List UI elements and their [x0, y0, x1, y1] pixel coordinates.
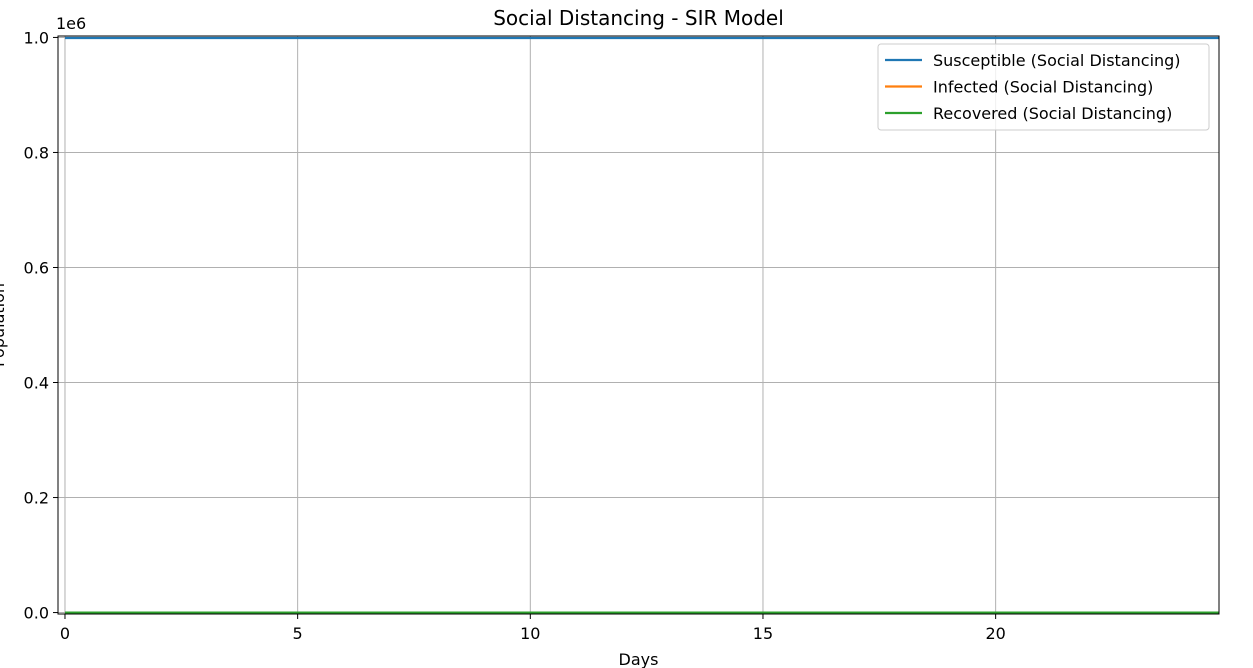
x-tick-label: 0 [60, 624, 70, 643]
y-tick-label: 1.0 [24, 28, 49, 47]
x-tick-label: 15 [753, 624, 773, 643]
y-offset-text: 1e6 [56, 14, 86, 33]
series-lines [64, 36, 1219, 614]
x-tick-label: 5 [293, 624, 303, 643]
y-axis-label: Population [0, 283, 8, 367]
x-tick-label: 10 [520, 624, 540, 643]
legend: Susceptible (Social Distancing) Infected … [877, 43, 1210, 131]
axis-ticks: 0 5 10 15 20 0.0 0.2 0.4 0.6 0.8 1.0 [24, 28, 1006, 643]
legend-box [877, 43, 1210, 131]
x-axis-label: Days [619, 650, 659, 668]
y-tick-label: 0.4 [24, 374, 49, 393]
plot-frame [57, 35, 1220, 615]
legend-label-2: Infected (Social Distancing) [933, 78, 1153, 97]
y-tick-label: 0.8 [24, 143, 49, 162]
y-tick-label: 0.6 [24, 258, 49, 277]
legend-label-1: Susceptible (Social Distancing) [933, 51, 1181, 70]
y-tick-label: 0.0 [24, 604, 49, 623]
x-tick-label: 20 [985, 624, 1005, 643]
chart-title: Social Distancing - SIR Model [493, 6, 784, 30]
y-tick-label: 0.2 [24, 489, 49, 508]
legend-label-3: Recovered (Social Distancing) [933, 104, 1172, 123]
